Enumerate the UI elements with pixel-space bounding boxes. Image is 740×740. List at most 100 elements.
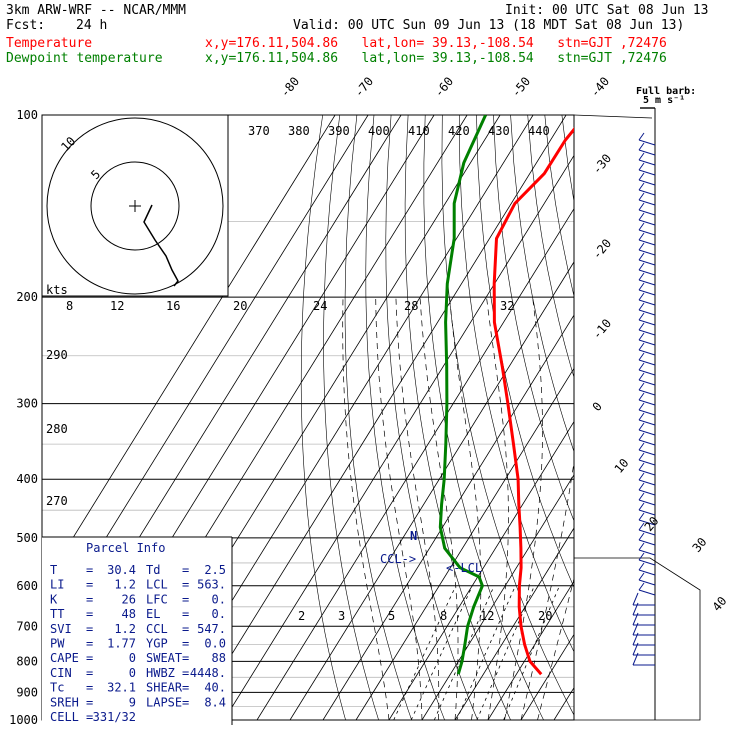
wind-barb [638,539,656,546]
wind-barb [638,409,656,416]
parcel-param-eq: = [182,695,189,709]
wind-barb [638,579,656,586]
parcel-param-name: SHEAR [146,681,183,695]
wind-barb [638,459,656,466]
parcel-info-panel [42,537,232,725]
hodograph-ring [90,161,180,251]
parcel-param-value: 4448. [190,666,226,680]
moist-adiabat [486,297,509,720]
parcel-param-value: 0. [212,607,226,621]
dewpoint-legend: Dewpoint temperature [6,51,163,66]
isotherm-label: -50 [509,74,534,100]
parcel-param-value: 30.4 [107,563,136,577]
dewpoint-station-info: x,y=176.11,504.86 lat,lon= 39.13,-108.54… [205,51,667,66]
parcel-param-name: Tc [50,681,64,695]
moist-adiabat [395,297,440,720]
parcel-param-value: 0.0 [204,637,226,651]
wind-barb [638,349,656,356]
wind-barb [638,319,656,326]
parcel-param-eq: = [86,622,93,636]
parcel-param-value: 0. [212,592,226,606]
wind-barb [638,209,656,216]
tropopause-marker: N [410,529,417,543]
parcel-param-value: 9 [129,695,136,709]
parcel-param-name: YGP [146,637,168,651]
parcel-param-value: 1.2 [114,578,136,592]
isotherm [421,474,574,720]
isotherm-label: 0 [590,399,605,414]
isotherm-label: -60 [432,74,457,100]
hodograph-tick-label: 32 [500,299,514,313]
parcel-param-name: CELL [50,710,79,724]
parcel-param-eq: = [86,563,93,577]
parcel-param-name: CIN [50,666,72,680]
isotherm-label-area [574,557,701,721]
model-title: 3km ARW-WRF -- NCAR/MMM [6,3,187,18]
parcel-param-name: LI [50,578,64,592]
dry-adiabat [510,115,574,453]
parcel-param-name: HWBZ [146,666,175,680]
parcel-param-eq: = [86,681,93,695]
isotherm-label: -70 [352,74,377,100]
wind-barb [638,249,656,256]
parcel-param-name: LFC [146,592,168,606]
isotherm [388,420,574,720]
parcel-param-eq: = [182,637,189,651]
wind-barb [638,389,656,396]
theta-label: 440 [528,124,550,138]
isotherm [42,115,336,589]
parcel-param-value: 0 [129,651,136,665]
pressure-tick-label: 200 [16,290,38,304]
isotherm [553,686,574,720]
hodograph-tick-label: 28 [404,299,418,313]
parcel-param-eq: = [86,710,93,724]
isotherm [487,580,574,720]
parcel-param-value: 331/32 [93,710,136,724]
parcel-param-value: 88 [212,651,226,665]
parcel-param-value: 48 [122,607,136,621]
wind-barb [638,279,656,286]
hodograph-tick-label: 12 [110,299,124,313]
parcel-param-value: 2.5 [204,563,226,577]
theta-e-label: 280 [46,422,68,436]
parcel-param-eq: = [182,651,189,665]
wind-barb [638,559,656,566]
pressure-tick-label: 900 [16,685,38,699]
pressure-tick-label: 800 [16,654,38,668]
wind-barb [638,229,656,236]
temperature-station-info: x,y=176.11,504.86 lat,lon= 39.13,-108.54… [205,36,667,51]
theta-label: 400 [368,124,390,138]
wind-barb [638,549,656,556]
dry-adiabat [613,115,740,720]
theta-label: 370 [248,124,270,138]
moist-adiabat [342,297,390,720]
moist-adiabat [520,459,574,720]
mixing-ratio-line [456,585,516,720]
mixing-ratio-line [433,585,495,720]
wind-barb [638,489,656,496]
isotherm [190,115,567,720]
wind-legend-title: Full barb: [636,86,696,97]
parcel-param-value: 0 [129,666,136,680]
parcel-param-eq: = [182,666,189,680]
parcel-param-eq: = [86,666,93,680]
isotherm [256,207,574,720]
theta-label: 410 [408,124,430,138]
wind-barb [638,529,656,536]
dry-adiabat [404,115,511,720]
parcel-param-name: CAPE [50,651,79,665]
dry-adiabat [664,115,740,720]
wind-barb [638,159,656,166]
dry-adiabat [527,115,574,379]
isotherm-label: 10 [612,456,632,476]
parcel-param-eq: = [182,592,189,606]
wind-barb [638,589,656,596]
mixing-ratio-label: 3 [338,609,345,623]
dry-adiabat [493,115,574,522]
isotherm [587,115,740,720]
lcl-marker: <-LCL [446,561,482,575]
isotherm [355,367,574,720]
parcel-param-name: TT [50,607,64,621]
parcel-param-value: 26 [122,592,136,606]
